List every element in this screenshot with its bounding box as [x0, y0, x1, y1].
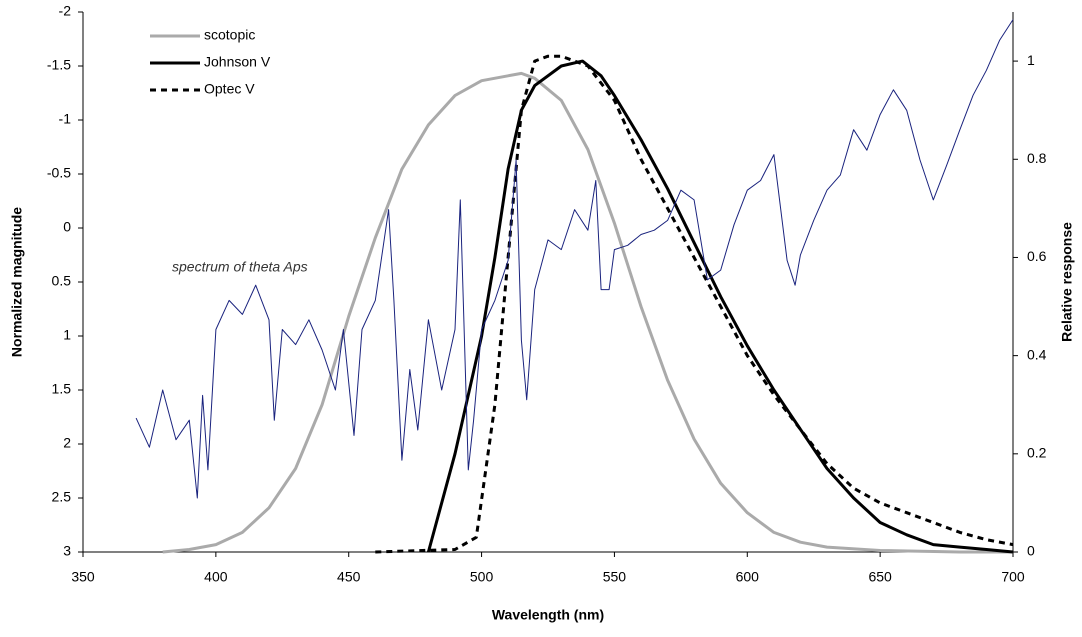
- annotation: spectrum of theta Aps: [172, 259, 308, 275]
- y2-axis-label: Relative response: [1059, 222, 1075, 342]
- y-tick-label: 1.5: [52, 381, 72, 397]
- x-tick-label: 600: [736, 569, 760, 585]
- x-tick-label: 500: [470, 569, 494, 585]
- x-tick-label: 700: [1001, 569, 1025, 585]
- x-tick-label: 650: [868, 569, 892, 585]
- y-tick-label: -1: [59, 111, 72, 127]
- x-tick-label: 450: [337, 569, 361, 585]
- y-tick-label: -1.5: [47, 57, 71, 73]
- y2-tick-label: 0.2: [1027, 445, 1047, 461]
- x-axis-label: Wavelength (nm): [492, 607, 604, 623]
- y2-tick-label: 0: [1027, 543, 1035, 559]
- series-line: [375, 54, 1014, 554]
- legend-label: Optec V: [204, 81, 255, 97]
- y-axis-label: Normalized magnitude: [9, 207, 25, 357]
- y2-tick-label: 1: [1027, 52, 1035, 68]
- y2-tick-label: 0.6: [1027, 248, 1047, 264]
- legend-label: Johnson V: [204, 54, 271, 70]
- series-line: [135, 19, 1014, 499]
- y-tick-label: 2.5: [52, 489, 72, 505]
- y-tick-label: 1: [63, 327, 71, 343]
- x-tick-label: 550: [603, 569, 627, 585]
- y2-tick-label: 0.4: [1027, 346, 1047, 362]
- x-tick-label: 350: [71, 569, 95, 585]
- y2-tick-label: 0.8: [1027, 150, 1047, 166]
- y-tick-label: -2: [59, 3, 72, 19]
- legend-label: scotopic: [204, 27, 255, 43]
- y-tick-label: 3: [63, 543, 71, 559]
- series-line: [162, 71, 1013, 554]
- x-tick-label: 400: [204, 569, 228, 585]
- series-line: [426, 59, 1014, 554]
- y-tick-label: 0: [63, 219, 71, 235]
- y-tick-label: 0.5: [52, 273, 72, 289]
- y-tick-label: 2: [63, 435, 71, 451]
- y-tick-label: -0.5: [47, 165, 71, 181]
